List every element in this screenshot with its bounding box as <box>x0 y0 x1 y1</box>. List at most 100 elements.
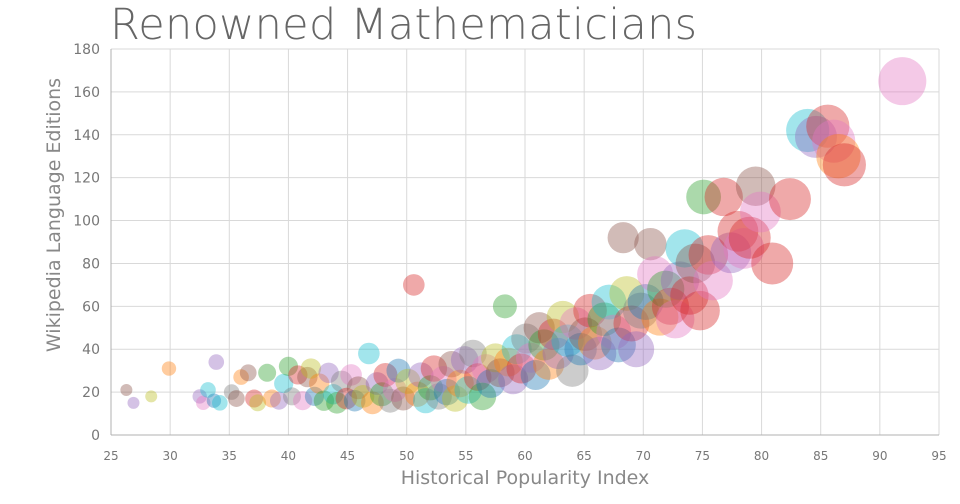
x-tick-label: 95 <box>931 449 946 463</box>
data-point <box>262 389 281 408</box>
data-point <box>591 284 627 320</box>
x-tick-label: 40 <box>281 449 296 463</box>
data-point <box>330 370 353 393</box>
data-point <box>559 307 593 340</box>
data-point <box>459 339 487 368</box>
data-point <box>378 388 403 413</box>
data-point <box>313 390 335 411</box>
x-tick-label: 30 <box>163 449 178 463</box>
data-point <box>161 361 177 376</box>
y-tick-label: 60 <box>82 299 100 315</box>
data-point <box>582 336 617 371</box>
data-point <box>335 387 358 410</box>
data-point <box>812 119 856 163</box>
data-point <box>430 366 457 393</box>
data-point <box>442 385 469 412</box>
data-point <box>607 222 639 254</box>
data-point <box>343 389 366 412</box>
data-point <box>528 329 560 361</box>
data-point <box>278 356 299 376</box>
data-point <box>660 261 700 300</box>
data-point <box>768 178 811 221</box>
y-tick-label: 120 <box>73 171 100 187</box>
data-point <box>288 365 308 385</box>
data-point <box>192 389 207 404</box>
y-tick-label: 80 <box>82 256 100 272</box>
data-point <box>506 353 537 384</box>
data-point <box>481 343 510 373</box>
data-point <box>577 325 612 360</box>
data-point <box>728 216 771 259</box>
data-point <box>609 276 645 311</box>
axes <box>110 49 939 436</box>
data-point <box>433 378 461 406</box>
data-point <box>351 385 375 408</box>
data-points <box>120 57 927 415</box>
x-tick-label: 70 <box>636 449 651 463</box>
data-point <box>551 324 584 357</box>
data-point <box>476 369 506 398</box>
data-point <box>346 376 370 400</box>
x-tick-label: 65 <box>577 449 592 463</box>
data-point <box>120 383 133 396</box>
data-point <box>227 390 245 407</box>
data-point <box>358 342 380 365</box>
data-point <box>420 355 448 382</box>
data-point <box>816 134 861 179</box>
data-point <box>688 235 729 275</box>
data-point <box>710 232 752 274</box>
y-tick-label: 0 <box>91 428 100 444</box>
data-point <box>463 363 492 391</box>
data-point <box>391 386 416 411</box>
x-tick-label: 35 <box>222 449 237 463</box>
x-axis-label: Historical Popularity Index <box>401 467 650 489</box>
tick-labels: 25 30 35 40 45 50 55 60 65 70 75 80 85 90 95 0 20 40 60 80 1… <box>73 42 946 463</box>
data-point <box>573 293 607 328</box>
data-point <box>223 384 240 400</box>
data-point <box>556 354 589 387</box>
data-point <box>304 386 325 406</box>
data-point <box>520 359 551 390</box>
data-point <box>686 179 722 215</box>
data-point <box>417 375 443 401</box>
x-tick-label: 90 <box>872 449 887 463</box>
data-point <box>300 358 322 379</box>
data-point <box>206 393 222 408</box>
data-point <box>533 348 565 380</box>
data-point <box>340 364 362 386</box>
data-point <box>361 391 384 415</box>
data-point <box>670 276 709 315</box>
data-point <box>794 115 837 158</box>
data-point <box>587 302 622 337</box>
y-tick-label: 100 <box>73 214 100 230</box>
data-point <box>523 312 555 344</box>
x-tick-label: 60 <box>517 449 532 463</box>
data-point <box>634 227 667 261</box>
y-tick-label: 180 <box>73 42 100 58</box>
gridlines <box>110 48 940 436</box>
data-point <box>365 372 389 395</box>
data-point <box>564 333 597 366</box>
data-point <box>245 389 264 408</box>
data-point <box>274 373 294 394</box>
data-point <box>446 369 474 398</box>
y-tick-label: 20 <box>82 385 100 401</box>
data-point <box>249 394 267 412</box>
y-tick-label: 160 <box>73 85 100 101</box>
data-point <box>735 166 776 207</box>
data-point <box>546 300 580 334</box>
x-tick-label: 85 <box>813 449 828 463</box>
data-point <box>751 242 794 285</box>
data-point <box>601 327 636 363</box>
data-point <box>822 143 866 187</box>
y-tick-label: 40 <box>82 342 100 358</box>
data-point <box>127 396 140 409</box>
x-tick-label: 45 <box>340 449 355 463</box>
data-point <box>485 358 515 388</box>
data-point <box>438 351 465 378</box>
data-point <box>403 274 425 296</box>
data-point <box>618 331 655 368</box>
data-point <box>693 260 733 301</box>
y-tick-label: 140 <box>73 128 100 144</box>
data-point <box>613 305 650 342</box>
